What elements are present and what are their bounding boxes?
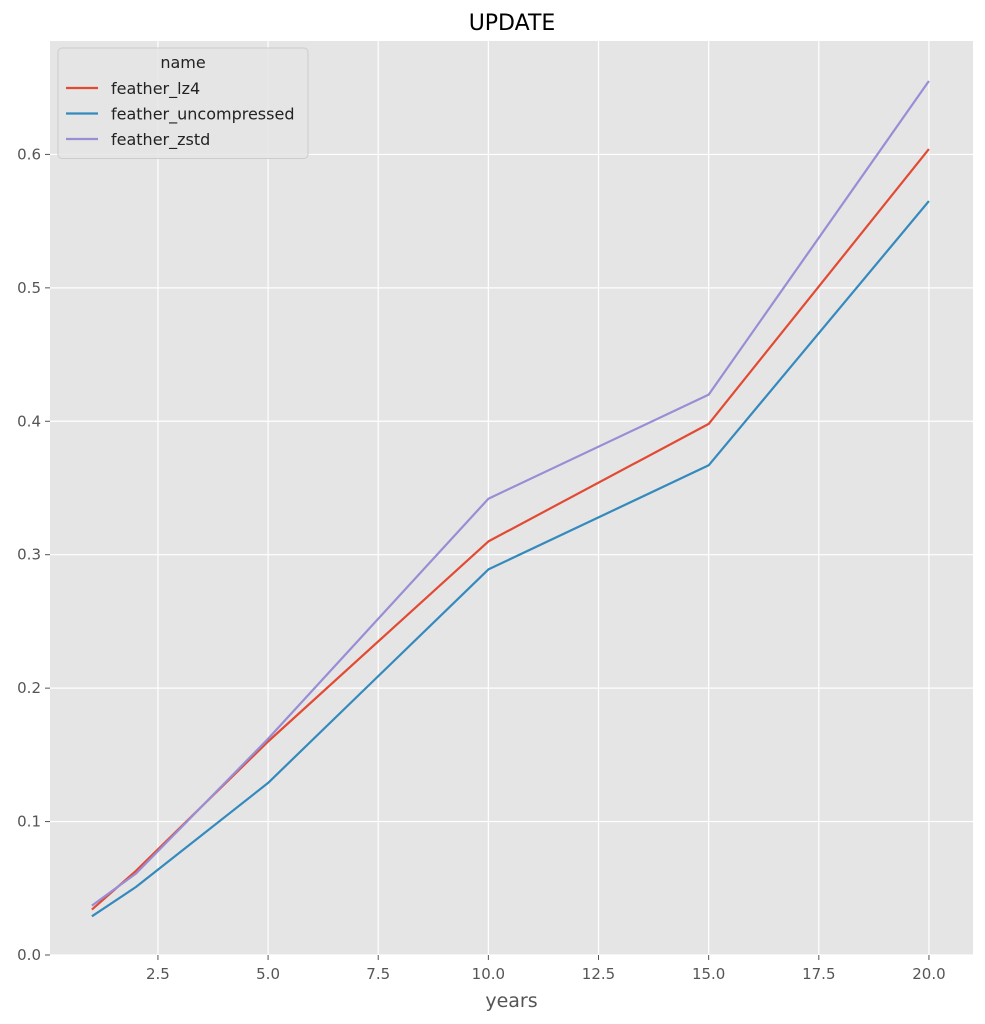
y-tick-label: 0.2 [17,679,41,697]
series-line-feather-uncompressed [91,200,930,918]
legend-box [57,47,309,159]
y-tick-label: 0.5 [17,279,41,297]
legend-label: feather_uncompressed [111,105,294,125]
grid [50,41,973,956]
x-tick-label: 2.5 [146,965,170,983]
legend-title: name [160,53,205,72]
y-tick-label: 0.0 [17,946,41,964]
x-tick-label: 12.5 [582,965,615,983]
x-tick-label: 17.5 [802,965,835,983]
x-tick-label: 7.5 [366,965,390,983]
x-tick-label: 20.0 [912,965,945,983]
y-tick-label: 0.3 [17,546,41,564]
series-line-feather-lz4 [91,148,930,911]
legend: name feather_lz4 feather_uncompressedfeath… [57,47,309,159]
y-tick-label: 0.1 [17,813,41,831]
legend-label: feather_lz4 [111,79,200,99]
legend-label: feather_zstd [111,130,210,150]
plot-area [50,41,973,955]
x-tick-label: 5.0 [256,965,280,983]
x-tick-label: 15.0 [692,965,725,983]
series-line-feather-zstd [91,80,930,907]
series-lines [91,80,930,918]
x-tick-label: 10.0 [472,965,505,983]
x-axis-title: years [485,990,537,1012]
y-tick-label: 0.6 [17,145,41,163]
y-tick-label: 0.4 [17,412,41,430]
axis-ticks: 2.5 5.0 7.5 10.0 12.5 15.0 17.5 20.0 0.0 0.1 0.2 0.… [17,145,946,983]
chart-title: UPDATE [469,11,556,36]
